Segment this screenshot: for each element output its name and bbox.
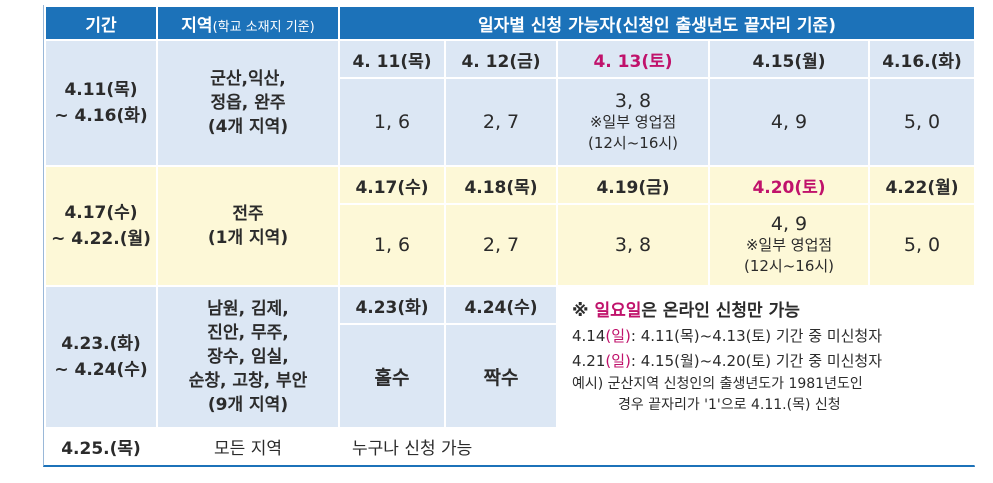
notice-example-line2: 경우 끝자리가 '1'으로 4.11.(목) 신청 xyxy=(618,396,841,413)
row2-digit: 3, 8 xyxy=(556,203,710,287)
row3-values: 홀수 짝수 xyxy=(45,323,975,429)
row2-region: 전주 (1개 지역) xyxy=(156,165,340,287)
header-region: 지역(학교 소재지 기준) xyxy=(156,5,340,41)
row1-date: 4. 12(금) xyxy=(444,39,558,79)
row1-dates: 4.11(목) ~ 4.16(화) 군산,익산, 정읍, 완주 (4개 지역) … xyxy=(44,39,977,167)
row2-digits: 1, 6 2, 7 3, 8 4, 9 ※일부 영업점 (12시~16시) 5,… xyxy=(45,203,977,287)
row2-region-line: 전주 xyxy=(232,204,264,224)
row2-date: 4.17(수) xyxy=(338,165,446,205)
row1-digit: 5, 0 xyxy=(867,77,977,167)
row1-date-saturday: 4. 13(토) xyxy=(556,39,710,79)
row2-digit: 1, 6 xyxy=(338,203,446,287)
row1-date: 4.15(월) xyxy=(708,39,870,79)
schedule-table-wrapper: 기간 지역(학교 소재지 기준) 일자별 신청 가능자(신청인 출생년도 끝자리… xyxy=(43,5,977,467)
header-region-main: 지역 xyxy=(181,15,213,36)
row2-digit: 2, 7 xyxy=(444,203,558,287)
row2-period-line1: 4.17(수) xyxy=(64,203,138,223)
row1-digit: 4, 9 xyxy=(708,77,870,167)
row1-region-line: 군산,익산, xyxy=(210,69,286,89)
row1-region: 군산,익산, 정읍, 완주 (4개 지역) xyxy=(156,39,340,167)
row3-period: 4.23.(화) ~ 4.24(수) xyxy=(44,285,158,429)
notice-line1-day: (일) xyxy=(605,326,631,345)
notice-line2-day: (일) xyxy=(605,351,631,370)
row1-region-line: (4개 지역) xyxy=(207,117,289,137)
row2-digit-value: 4, 9 xyxy=(770,213,808,235)
notice-line1: 4.14(일): 4.11(목)~4.13(토) 기간 중 미신청자 xyxy=(572,324,964,349)
notice-line2-date: 4.21 xyxy=(572,351,606,370)
row3-period-line1: 4.23.(화) xyxy=(61,334,141,354)
notice-example-line1: 예시) 군산지역 신청인의 출생년도가 1981년도인 xyxy=(572,375,863,392)
schedule-table: 기간 지역(학교 소재지 기준) 일자별 신청 가능자(신청인 출생년도 끝자리… xyxy=(44,5,977,465)
row1-date: 4.16.(화) xyxy=(867,39,977,79)
row3-region-line: (9개 지역) xyxy=(207,395,289,415)
notice-line2: 4.21(일): 4.15(월)~4.20(토) 기간 중 미신청자 xyxy=(572,349,964,374)
row2-date: 4.22(월) xyxy=(867,165,977,205)
row1-period-line2: ~ 4.16(화) xyxy=(54,106,148,126)
row3-value-odd: 홀수 xyxy=(338,323,446,429)
row1-period-line1: 4.11(목) xyxy=(64,80,138,100)
header-row: 기간 지역(학교 소재지 기준) 일자별 신청 가능자(신청인 출생년도 끝자리… xyxy=(44,5,977,41)
notice-title-prefix: ※ xyxy=(572,300,595,321)
row2-digit-saturday: 4, 9 ※일부 영업점 (12시~16시) xyxy=(708,203,870,287)
row2-date: 4.18(목) xyxy=(444,165,558,205)
row2-dates: 4.17(수) ~ 4.22.(월) 전주 (1개 지역) 4.17(수) 4.… xyxy=(44,165,977,287)
row2-period-line2: ~ 4.22.(월) xyxy=(51,229,151,249)
notice-line2-rest: : 4.15(월)~4.20(토) 기간 중 미신청자 xyxy=(630,351,883,370)
row4-period: 4.25.(목) xyxy=(44,427,158,465)
row3-date: 4.24(수) xyxy=(444,285,558,325)
row1-region-line: 정읍, 완주 xyxy=(210,93,286,113)
row1-digits: 1, 6 2, 7 3, 8 ※일부 영업점 (12시~16시) 4, 9 5,… xyxy=(45,77,977,167)
notice-title-highlight: 일요일 xyxy=(594,300,642,321)
row4-text: 누구나 신청 가능 xyxy=(337,427,977,465)
header-eligible: 일자별 신청 가능자(신청인 출생년도 끝자리 기준) xyxy=(337,5,977,41)
row1-period: 4.11(목) ~ 4.16(화) xyxy=(44,39,158,167)
row3-period-line2: ~ 4.24(수) xyxy=(54,360,148,380)
row3-region-line: 장수, 임실, xyxy=(207,347,289,367)
row2-note-line2: (12시~16시) xyxy=(743,257,835,275)
header-period: 기간 xyxy=(44,5,158,41)
row2-note-line1: ※일부 영업점 xyxy=(745,236,833,254)
row3-region-line: 진안, 무주, xyxy=(207,323,289,343)
sunday-online-notice: ※ 일요일은 온라인 신청만 가능 4.14(일): 4.11(목)~4.13(… xyxy=(555,285,977,429)
row1-note-line1: ※일부 영업점 xyxy=(589,113,677,131)
row3-date: 4.23(화) xyxy=(338,285,446,325)
row3-value-even: 짝수 xyxy=(444,323,558,429)
row3-region-line: 남원, 김제, xyxy=(207,299,289,319)
notice-title-suffix: 은 온라인 신청만 가능 xyxy=(641,300,800,321)
row1-date: 4. 11(목) xyxy=(338,39,446,79)
row4-region: 모든 지역 xyxy=(156,427,340,465)
row2-region-line: (1개 지역) xyxy=(207,228,289,248)
notice-line1-date: 4.14 xyxy=(572,326,606,345)
row3-dates: 4.23.(화) ~ 4.24(수) 남원, 김제, 진안, 무주, 장수, 임… xyxy=(44,285,977,429)
row2-digit: 5, 0 xyxy=(867,203,977,287)
row1-digit: 1, 6 xyxy=(338,77,446,167)
row3-region-line: 순창, 고창, 부안 xyxy=(188,371,308,391)
row4: 4.25.(목) 모든 지역 누구나 신청 가능 xyxy=(44,427,977,465)
row2-date: 4.19(금) xyxy=(556,165,710,205)
row2-date-saturday: 4.20(토) xyxy=(708,165,870,205)
header-region-sub: (학교 소재지 기준) xyxy=(212,19,315,35)
row1-digit-saturday: 3, 8 ※일부 영업점 (12시~16시) xyxy=(556,77,710,167)
row1-digit: 2, 7 xyxy=(444,77,558,167)
notice-line1-rest: : 4.11(목)~4.13(토) 기간 중 미신청자 xyxy=(630,326,883,345)
row2-period: 4.17(수) ~ 4.22.(월) xyxy=(44,165,158,287)
row1-note-line2: (12시~16시) xyxy=(587,134,679,152)
row1-digit-value: 3, 8 xyxy=(614,90,652,112)
notice-title: ※ 일요일은 온라인 신청만 가능 xyxy=(572,299,964,324)
row3-region: 남원, 김제, 진안, 무주, 장수, 임실, 순창, 고창, 부안 (9개 지… xyxy=(156,285,340,429)
